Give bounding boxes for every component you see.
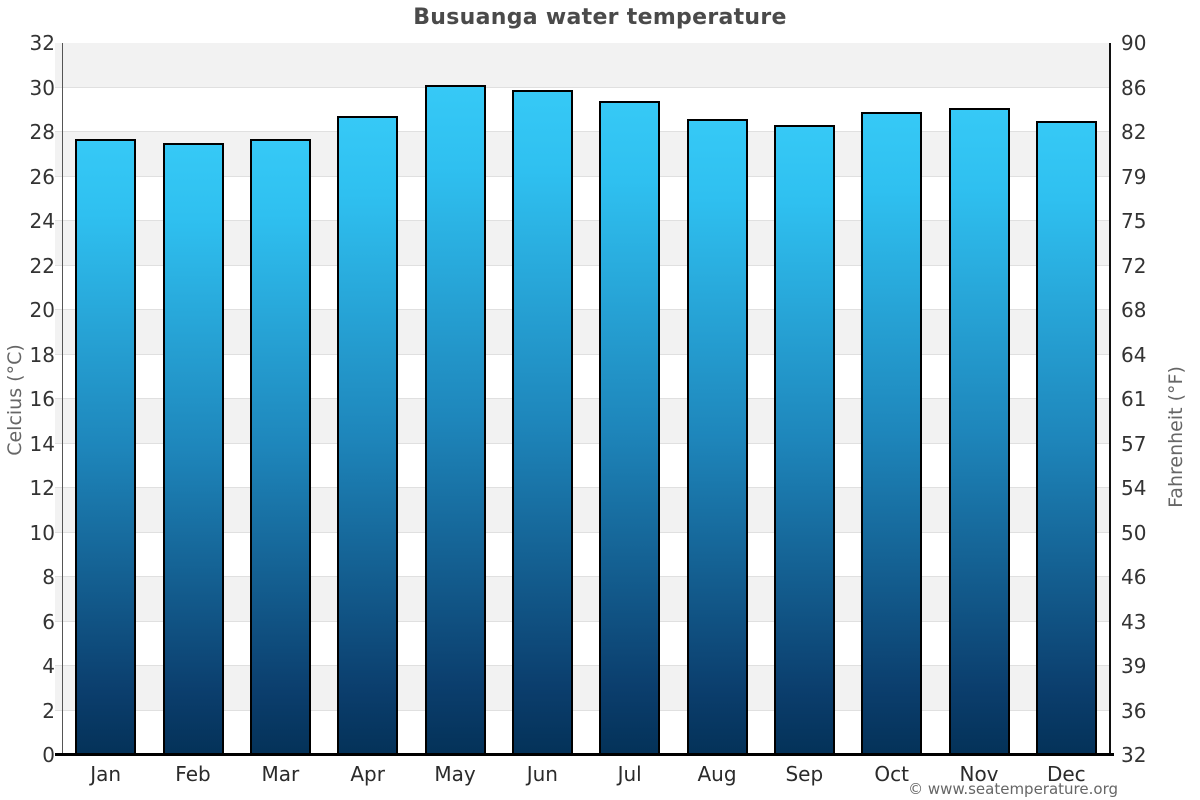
band-stripe [55,532,1110,577]
y-axis-right-tick-label: 54 [1121,476,1147,500]
bar-apr [337,116,399,755]
x-axis-tick-label-oct: Oct [874,762,909,786]
band-stripe [55,43,1110,88]
x-axis-tick-label-jan: Jan [90,762,122,786]
band-stripe [55,621,1110,666]
y-axis-left-tick-label: 18 [29,342,55,367]
y-axis-right-tick-label: 50 [1121,520,1147,545]
band-stripe [55,354,1110,399]
x-axis-tick-label-dec: Dec [1046,762,1086,786]
band-stripe [55,666,1110,711]
band-stripe [55,265,1110,310]
band-stripe [55,488,1110,533]
x-axis-tick-label-sep: Sep [785,762,824,786]
y-axis-right-tick-label: 43 [1121,609,1147,634]
bar-jul [599,100,661,755]
x-axis-tick-label-apr: Apr [350,762,385,786]
y-axis-right-title: Fahrenheit (°F) [1165,366,1187,508]
y-axis-left-tick-label: 16 [29,387,55,411]
y-axis-left-tick-label: 2 [42,698,55,723]
y-axis-left-tick-label: 24 [29,209,55,233]
chart-title: Busuanga water temperature [413,5,787,30]
y-axis-right-tick-label: 57 [1121,431,1147,456]
bar-mar [249,138,311,755]
y-axis-left-tick-label: 28 [29,120,55,144]
y-axis-left-tick-label: 0 [42,743,55,767]
y-axis-right-tick-label: 46 [1121,565,1147,589]
x-axis-line [55,753,1114,756]
band-stripe [55,310,1110,355]
x-axis-tick-label-jun: Jun [526,762,558,786]
band-stripe [55,221,1110,266]
plot-area [55,43,1110,755]
bars-layer [62,43,1110,755]
y-axis-right-tick-label: 64 [1121,342,1147,367]
y-axis-left-title: Celcius (°C) [4,344,26,456]
y-axis-left-tick-label: 20 [29,298,55,322]
band-stripe [55,87,1110,132]
y-axis-line-right [1109,43,1111,755]
bar-sep [773,125,835,755]
y-axis-right-tick-label: 72 [1121,253,1147,278]
band-stripe [55,132,1110,177]
y-axis-right-tick-label: 82 [1121,120,1147,144]
y-axis-left-tick-label: 4 [42,654,55,678]
y-axis-right-tick-label: 39 [1121,654,1147,678]
y-axis-right-tick-label: 90 [1121,31,1147,55]
band-stripe [55,176,1110,221]
y-axis-right-tick-label: 86 [1121,75,1147,100]
y-axis-left-tick-label: 22 [29,253,55,278]
band-stripe [55,710,1110,755]
bar-dec [1035,120,1097,755]
y-axis-right-tick-label: 75 [1121,209,1147,233]
bar-oct [861,111,923,755]
y-axis-left-tick-label: 10 [29,520,55,545]
bar-may [424,85,486,755]
y-axis-right-tick-label: 68 [1121,298,1147,322]
y-axis-right-tick-label: 79 [1121,164,1147,189]
y-axis-left-tick-label: 8 [42,565,55,589]
x-axis-tick-label-may: May [434,762,476,786]
y-axis-left-tick-label: 32 [29,31,55,55]
y-axis-right-tick-label: 61 [1121,387,1147,411]
bar-nov [948,107,1010,755]
bar-jan [75,138,137,755]
copyright-footer: © www.seatemperature.org [908,780,1118,798]
x-axis-tick-label-aug: Aug [697,762,737,786]
y-axis-left-tick-label: 6 [42,609,55,634]
bar-feb [162,143,224,755]
x-axis-tick-label-mar: Mar [261,762,300,786]
y-axis-right-tick-label: 36 [1121,698,1147,723]
x-axis-tick-label-nov: Nov [959,762,999,786]
y-axis-line-left [62,43,63,755]
bar-jun [511,89,573,755]
x-axis-tick-label-feb: Feb [175,762,211,786]
bar-aug [686,118,748,755]
band-stripe [55,577,1110,622]
x-axis-tick-label-jul: Jul [617,762,642,786]
y-axis-left-tick-label: 12 [29,476,55,500]
y-axis-left-tick-label: 14 [29,431,55,456]
band-stripe [55,443,1110,488]
band-stripe [55,399,1110,444]
y-axis-left-tick-label: 30 [29,75,55,100]
y-axis-left-tick-label: 26 [29,164,55,189]
y-axis-right-tick-label: 32 [1121,743,1147,767]
